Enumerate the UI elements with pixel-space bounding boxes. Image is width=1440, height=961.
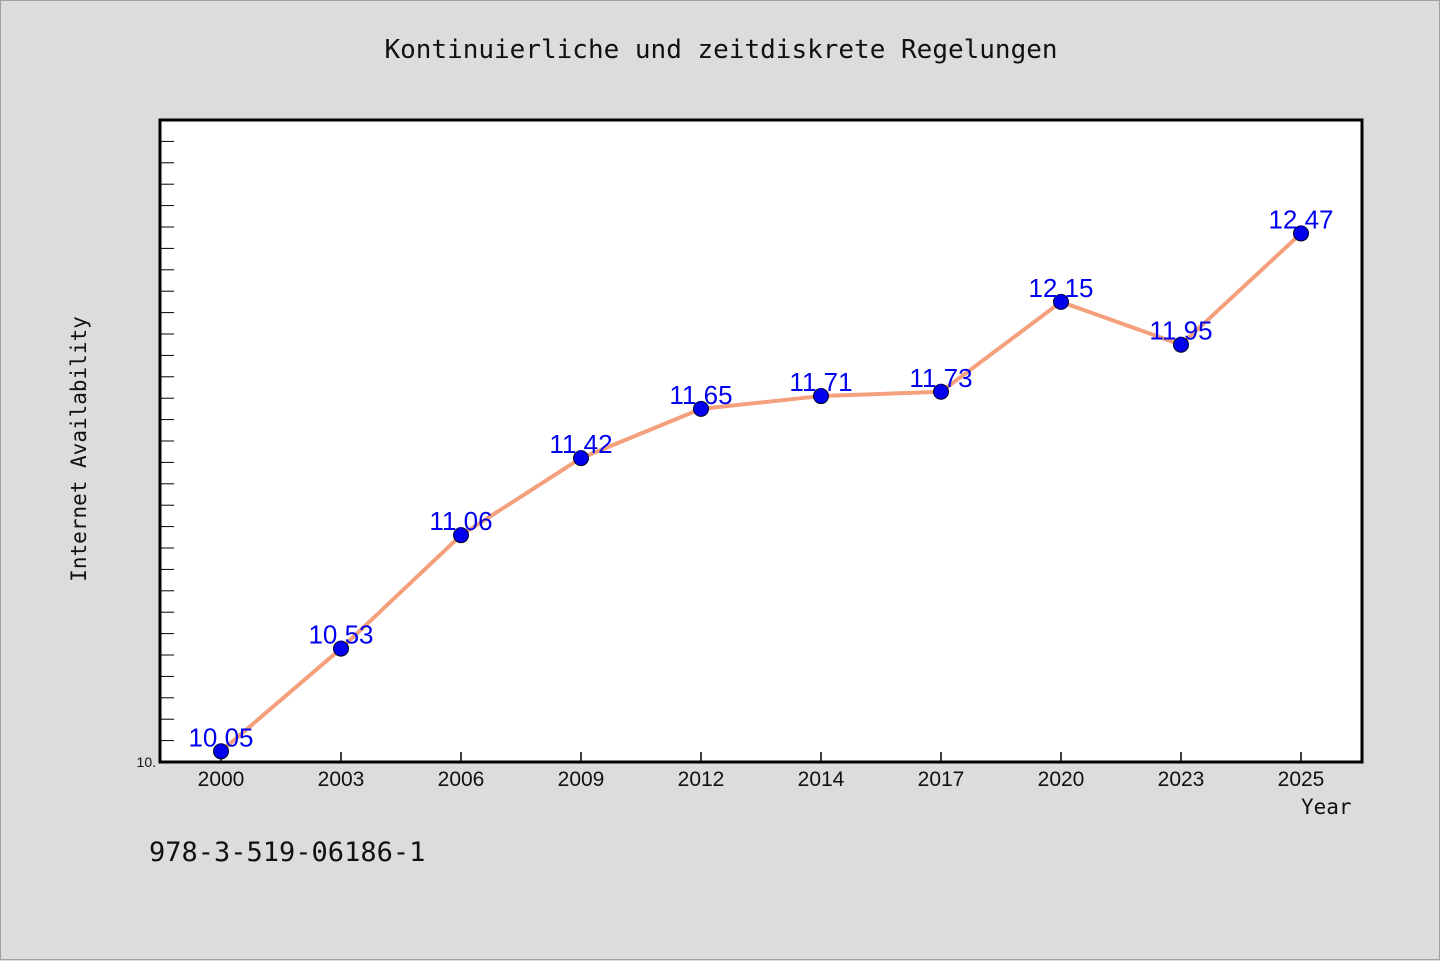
data-label-2009: 11.42 xyxy=(549,429,612,459)
data-point-2012 xyxy=(693,400,709,417)
data-label-2014: 11.71 xyxy=(789,367,852,397)
data-point-2017 xyxy=(933,383,949,400)
data-label-2003: 10.53 xyxy=(308,620,373,650)
x-tick-label-2012: 2012 xyxy=(678,768,725,791)
data-point-2020 xyxy=(1053,293,1069,310)
data-label-2023: 11.95 xyxy=(1149,316,1212,346)
x-tick-label-2023: 2023 xyxy=(1158,768,1205,791)
x-tick-label-2020: 2020 xyxy=(1038,768,1085,791)
y-tick-label: 10. xyxy=(137,754,156,770)
data-label-2017: 11.73 xyxy=(909,363,972,393)
data-point-2003 xyxy=(333,640,349,657)
plot-frame xyxy=(158,118,1364,764)
data-label-2020: 12.15 xyxy=(1028,273,1093,303)
x-tick-label-2006: 2006 xyxy=(438,768,485,791)
data-point-2006 xyxy=(453,527,469,544)
x-axis-label: Year xyxy=(1301,795,1352,819)
data-point-2000 xyxy=(213,743,229,760)
x-tick-label-2003: 2003 xyxy=(318,768,365,791)
chart-title: Kontinuierliche und zeitdiskrete Regelun… xyxy=(384,35,1058,65)
data-point-2014 xyxy=(813,388,829,405)
data-point-2009 xyxy=(573,450,589,467)
data-point-2025 xyxy=(1293,225,1309,242)
x-tick-label-2009: 2009 xyxy=(558,768,605,791)
x-tick-label-2025: 2025 xyxy=(1278,768,1325,791)
data-point-2023 xyxy=(1173,336,1189,353)
data-label-2006: 11.06 xyxy=(429,506,492,536)
x-tick-label-2014: 2014 xyxy=(798,768,845,791)
data-label-2000: 10.05 xyxy=(188,722,253,752)
data-label-2012: 11.65 xyxy=(669,380,732,410)
series-line xyxy=(219,231,1303,753)
x-tick-label-2017: 2017 xyxy=(918,768,965,791)
data-label-2025: 12.47 xyxy=(1268,204,1333,234)
x-tick-label-2000: 2000 xyxy=(198,768,245,791)
isbn-text: 978-3-519-06186-1 xyxy=(149,837,426,868)
